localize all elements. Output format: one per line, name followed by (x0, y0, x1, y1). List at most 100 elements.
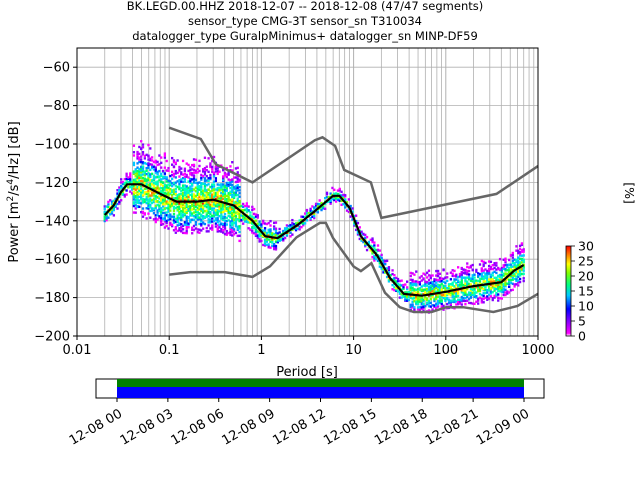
psd-cell (232, 229, 236, 233)
psd-cell (220, 188, 223, 191)
colorbar-tick-label: 30 (578, 239, 594, 254)
psd-cell (373, 259, 376, 262)
psd-cell (172, 215, 176, 218)
psd-cell (138, 172, 141, 175)
psd-cell (318, 207, 321, 210)
psd-cell (163, 191, 167, 195)
psd-cell (522, 248, 525, 251)
psd-cell (200, 207, 203, 211)
psd-cell (167, 210, 170, 213)
psd-cell (436, 289, 440, 293)
psd-cell (267, 228, 270, 232)
psd-cell (236, 225, 239, 228)
psd-cell (183, 193, 187, 196)
psd-cell (174, 196, 177, 200)
psd-cell (396, 279, 400, 283)
psd-cell (273, 227, 276, 231)
psd-cell (316, 202, 320, 206)
psd-cell (429, 284, 432, 287)
psd-cell (513, 263, 516, 267)
psd-cell (154, 186, 157, 190)
psd-cell (413, 307, 416, 311)
psd-cell (201, 217, 205, 220)
psd-cell (198, 217, 201, 221)
psd-cell (152, 187, 156, 190)
psd-cell (231, 219, 234, 222)
psd-cell (169, 174, 172, 178)
psd-cell (502, 267, 505, 271)
psd-cell (427, 301, 431, 304)
psd-cell (138, 173, 141, 176)
psd-cell (171, 196, 174, 200)
psd-cell (431, 284, 434, 288)
psd-cell (396, 277, 400, 281)
psd-cell (156, 214, 159, 217)
psd-cell (473, 276, 476, 279)
psd-cell (324, 202, 327, 206)
psd-cell (420, 289, 423, 293)
psd-cell (431, 274, 434, 277)
psd-cell (243, 208, 247, 212)
x-tick-label: 10 (345, 343, 362, 358)
psd-cell (103, 218, 106, 221)
psd-cell (273, 234, 276, 238)
median-line (103, 183, 525, 297)
psd-cell (242, 209, 245, 212)
psd-cell (258, 232, 261, 235)
psd-cell (163, 197, 167, 200)
psd-cell (467, 273, 471, 276)
psd-cell (466, 282, 469, 285)
psd-cell (180, 202, 183, 205)
psd-cell (296, 227, 299, 231)
psd-cell (458, 283, 462, 287)
psd-cell (130, 180, 134, 183)
psd-cell (129, 179, 132, 182)
psd-cell (238, 204, 241, 208)
psd-cell (436, 299, 440, 303)
time-tick-label: 12-08 06 (169, 406, 227, 448)
psd-cell (214, 201, 218, 204)
psd-cell (276, 241, 279, 244)
psd-cell (125, 193, 128, 196)
psd-cell (178, 216, 181, 220)
psd-cell (451, 290, 454, 294)
psd-cell (236, 177, 239, 181)
psd-cell (147, 158, 150, 161)
psd-cell (154, 176, 157, 179)
psd-cell (274, 246, 278, 250)
psd-cell (160, 187, 163, 190)
psd-cell (329, 192, 332, 195)
colorbar-tick-label: 10 (578, 299, 594, 314)
psd-cell (222, 231, 225, 234)
psd-cell (267, 234, 270, 237)
psd-cell (212, 219, 216, 223)
psd-cell (273, 233, 276, 236)
psd-cell (207, 177, 210, 180)
psd-cell (232, 191, 236, 195)
psd-cell (223, 226, 227, 230)
psd-cell (171, 189, 174, 192)
psd-cell (404, 283, 407, 286)
psd-cell (486, 278, 489, 282)
x-tick-label: 1000 (521, 343, 554, 358)
psd-cell (163, 202, 167, 206)
psd-cell (231, 169, 234, 172)
psd-cell (134, 194, 137, 198)
psd-cell (398, 292, 402, 295)
psd-cell (263, 232, 267, 235)
psd-cell (455, 282, 458, 285)
psd-cell (258, 238, 261, 241)
psd-cell (203, 182, 207, 186)
psd-cell (500, 297, 504, 300)
psd-cell (464, 290, 467, 294)
psd-cell (161, 196, 165, 199)
psd-cell (143, 157, 146, 160)
psd-cell (178, 165, 181, 169)
psd-cell (482, 284, 485, 288)
psd-cell (156, 160, 159, 164)
psd-cell (475, 281, 478, 285)
psd-cell (183, 175, 187, 178)
psd-cell (502, 272, 505, 275)
psd-cell (183, 188, 187, 192)
psd-cell (456, 292, 460, 295)
